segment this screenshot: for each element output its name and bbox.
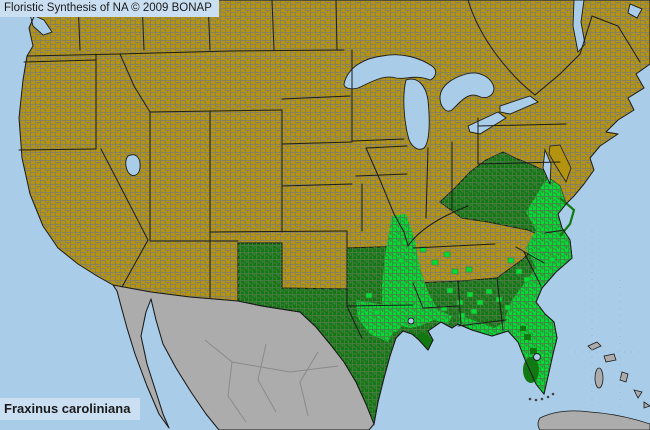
lake-ontario — [499, 95, 539, 115]
great-lakes — [29, 0, 643, 361]
state-borders — [18, 0, 641, 339]
cuba-island — [537, 410, 650, 430]
delmarva-peninsula — [548, 144, 572, 183]
us-mexico-border — [112, 284, 375, 425]
mexico-state-borders — [204, 339, 339, 423]
us-canada-border — [26, 49, 345, 57]
lake-okeechobee — [533, 353, 541, 361]
lake-superior — [343, 54, 437, 90]
mississippi-delta — [416, 332, 433, 350]
lake-michigan — [403, 78, 430, 150]
state-present-specks — [520, 326, 537, 354]
puget-sound — [29, 13, 53, 36]
lake-champlain — [572, 0, 586, 53]
great-salt-lake — [125, 154, 141, 176]
map-title-label: Floristic Synthesis of NA © 2009 BONAP — [0, 0, 219, 17]
bahamas-islands — [587, 341, 650, 409]
species-name-label: Fraxinus caroliniana — [0, 398, 141, 420]
bay-of-fundy — [627, 3, 643, 19]
outer-banks — [559, 197, 576, 237]
lake-huron — [439, 72, 495, 112]
florida-keys — [528, 392, 555, 402]
lake-pontchartrain — [407, 317, 415, 325]
